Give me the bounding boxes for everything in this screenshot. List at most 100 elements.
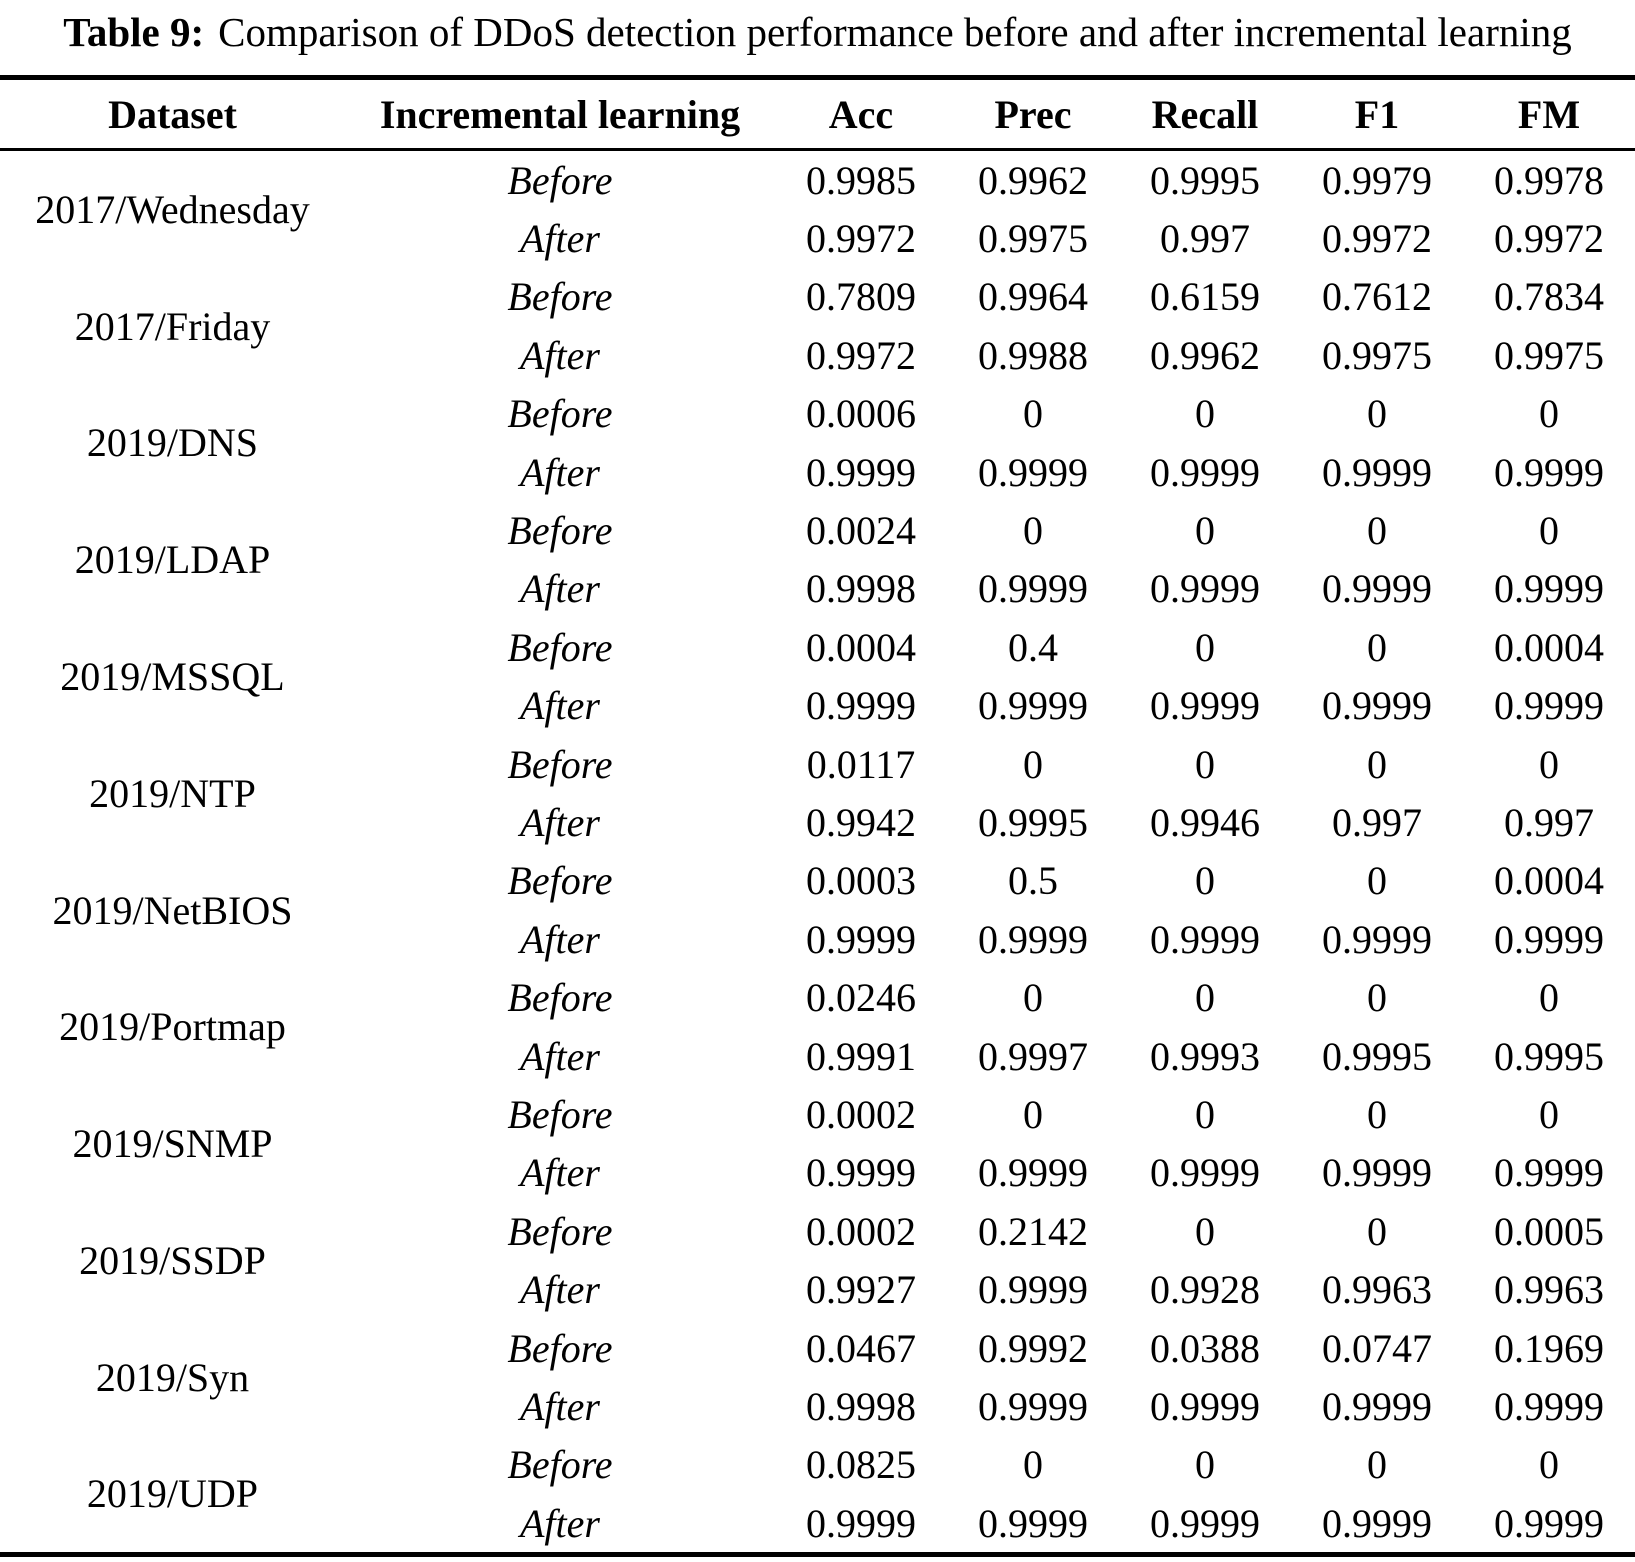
metric-cell-prec: 0.9999 — [977, 1267, 1088, 1313]
metric-cell-acc: 0.9999 — [805, 916, 916, 962]
metric-cell-recall: 0.9999 — [1149, 1150, 1260, 1196]
metric-cell-recall: 0 — [1194, 741, 1215, 787]
metric-cell-recall: 0.9962 — [1149, 332, 1260, 378]
metric-cell-f1: 0.9975 — [1321, 332, 1432, 378]
metric-cell-prec: 0.5 — [1007, 858, 1058, 904]
metric-cell-acc: 0.9991 — [805, 1033, 916, 1079]
metric-cell-recall: 0 — [1194, 391, 1215, 437]
metric-cell-f1: 0.9995 — [1321, 1033, 1432, 1079]
metric-cell-fm: 0.9999 — [1493, 683, 1604, 729]
metric-cell-prec: 0.9997 — [977, 1033, 1088, 1079]
table-row: After 0.9942 0.9995 0.9946 0.997 0.997 — [0, 793, 1635, 851]
dataset-cell: 2019/LDAP — [74, 537, 271, 583]
phase-cell: Before — [507, 157, 613, 203]
phase-cell: Before — [507, 741, 613, 787]
col-header-prec: Prec — [946, 77, 1119, 151]
metric-cell-acc: 0.9985 — [805, 157, 916, 203]
metric-cell-prec: 0.9962 — [977, 157, 1088, 203]
table-row: 2019/SSDP Before 0.0002 0.2142 0 0 0.0005 — [0, 1202, 1635, 1283]
phase-cell: Before — [507, 508, 613, 554]
metric-cell-prec: 0.9999 — [977, 683, 1088, 729]
phase-cell: After — [519, 1383, 600, 1429]
table-caption-text: Comparison of DDoS detection performance… — [218, 9, 1572, 55]
metric-cell-acc: 0.9998 — [805, 566, 916, 612]
metric-cell-recall: 0.9999 — [1149, 449, 1260, 495]
metric-cell-f1: 0.9979 — [1321, 157, 1432, 203]
metric-cell-prec: 0.9999 — [977, 916, 1088, 962]
metric-cell-f1: 0.9999 — [1321, 449, 1432, 495]
table-body: 2017/Wednesday Before 0.9985 0.9962 0.9995 0.… — [0, 150, 1635, 1555]
metric-cell-f1: 0 — [1366, 1208, 1387, 1254]
phase-cell: Before — [507, 624, 613, 670]
metric-cell-recall: 0 — [1194, 1091, 1215, 1137]
metric-cell-f1: 0.9999 — [1321, 1150, 1432, 1196]
dataset-cell: 2019/MSSQL — [60, 654, 285, 700]
metric-cell-fm: 0.9999 — [1493, 1383, 1604, 1429]
table-row: 2019/SNMP Before 0.0002 0 0 0 0 — [0, 1085, 1635, 1166]
metric-cell-f1: 0.9999 — [1321, 1500, 1432, 1546]
metric-cell-f1: 0 — [1366, 1442, 1387, 1488]
metric-cell-prec: 0.9988 — [977, 332, 1088, 378]
metric-cell-acc: 0.7809 — [805, 274, 916, 320]
metric-cell-f1: 0 — [1366, 391, 1387, 437]
dataset-cell: 2019/SSDP — [79, 1237, 266, 1283]
metric-cell-acc: 0.9972 — [805, 332, 916, 378]
metric-cell-recall: 0 — [1194, 508, 1215, 554]
table-caption-label: Table 9: — [63, 9, 205, 55]
metric-cell-recall: 0.9999 — [1149, 683, 1260, 729]
metric-cell-prec: 0 — [1022, 975, 1043, 1021]
phase-cell: Before — [507, 391, 613, 437]
metric-cell-fm: 0.9963 — [1493, 1267, 1604, 1313]
metric-cell-acc: 0.0246 — [805, 975, 916, 1021]
dataset-cell: 2019/SNMP — [72, 1121, 273, 1167]
phase-cell: Before — [507, 1091, 613, 1137]
metric-cell-recall: 0 — [1194, 624, 1215, 670]
table-row: After 0.9998 0.9999 0.9999 0.9999 0.9999 — [0, 560, 1635, 618]
phase-cell: Before — [507, 1325, 613, 1371]
metric-cell-fm: 0.0004 — [1493, 858, 1604, 904]
table-row: 2017/Wednesday Before 0.9985 0.9962 0.9995 0.… — [0, 150, 1635, 232]
phase-cell: After — [519, 216, 600, 262]
dataset-cell: 2019/DNS — [86, 420, 259, 466]
metric-cell-acc: 0.0006 — [805, 391, 916, 437]
dataset-cell: 2019/Portmap — [59, 1004, 286, 1050]
metric-cell-recall: 0.9999 — [1149, 1383, 1260, 1429]
metric-cell-recall: 0 — [1194, 1442, 1215, 1488]
metric-cell-fm: 0 — [1538, 508, 1559, 554]
metric-cell-fm: 0.9999 — [1493, 916, 1604, 962]
phase-cell: After — [519, 566, 600, 612]
phase-cell: Before — [507, 858, 613, 904]
metric-cell-f1: 0.0747 — [1321, 1325, 1432, 1371]
metric-cell-f1: 0 — [1366, 741, 1387, 787]
metric-cell-recall: 0.9999 — [1149, 566, 1260, 612]
phase-cell: After — [519, 916, 600, 962]
phase-cell: Before — [507, 274, 613, 320]
phase-cell: After — [519, 1267, 600, 1313]
metric-cell-f1: 0.9963 — [1321, 1267, 1432, 1313]
metric-cell-f1: 0.9999 — [1321, 1383, 1432, 1429]
metric-cell-f1: 0 — [1366, 975, 1387, 1021]
table-header: Dataset Incremental learning Acc Prec Re… — [0, 77, 1635, 151]
metric-cell-acc: 0.9999 — [805, 1150, 916, 1196]
phase-cell: Before — [507, 975, 613, 1021]
dataset-cell: 2019/Syn — [95, 1354, 250, 1400]
table-caption: Table 9: Comparison of DDoS detection per… — [0, 0, 1635, 75]
metric-cell-recall: 0.9995 — [1149, 157, 1260, 203]
metric-cell-f1: 0 — [1366, 1091, 1387, 1137]
metric-cell-acc: 0.0004 — [805, 624, 916, 670]
table-row: After 0.9972 0.9975 0.997 0.9972 0.9972 — [0, 209, 1635, 267]
col-header-fm: FM — [1462, 77, 1635, 151]
metric-cell-acc: 0.9999 — [805, 1500, 916, 1546]
metric-cell-prec: 0.9995 — [977, 799, 1088, 845]
metric-cell-prec: 0 — [1022, 1091, 1043, 1137]
metric-cell-recall: 0.9928 — [1149, 1267, 1260, 1313]
metric-cell-fm: 0.9995 — [1493, 1033, 1604, 1079]
dataset-cell: 2019/UDP — [86, 1471, 259, 1517]
col-header-recall: Recall — [1118, 77, 1291, 151]
metric-cell-prec: 0.9964 — [977, 274, 1088, 320]
metric-cell-recall: 0.0388 — [1149, 1325, 1260, 1371]
metric-cell-prec: 0.9999 — [977, 1383, 1088, 1429]
metric-cell-recall: 0.997 — [1159, 216, 1250, 262]
metric-cell-acc: 0.0024 — [805, 508, 916, 554]
metric-cell-prec: 0.9999 — [977, 566, 1088, 612]
